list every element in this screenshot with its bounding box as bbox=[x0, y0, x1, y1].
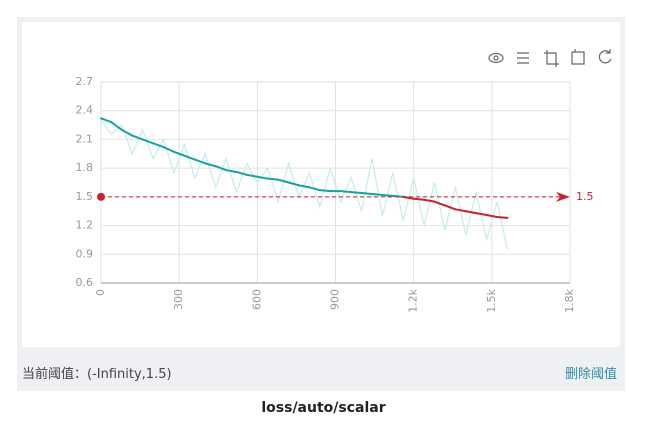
smoothed-segment bbox=[183, 154, 196, 161]
smoothed-segment bbox=[485, 214, 499, 218]
smoothed-segment bbox=[360, 192, 373, 195]
x-tick-label: 900 bbox=[329, 289, 342, 310]
smoothed-segment bbox=[235, 170, 248, 176]
stack-icon[interactable] bbox=[517, 52, 529, 64]
y-tick-label: 1.8 bbox=[76, 161, 94, 174]
chart-title: loss/auto/scalar bbox=[261, 400, 386, 416]
smoothed-segment bbox=[370, 192, 384, 196]
crop-icon[interactable] bbox=[544, 50, 559, 67]
smoothed-segment bbox=[266, 177, 280, 181]
smoothed-segment bbox=[298, 184, 311, 189]
smoothed-segment bbox=[433, 200, 446, 207]
current-threshold: 当前阈值：(-Infinity,1.5) bbox=[22, 367, 172, 382]
x-tick-label: 1.5k bbox=[485, 288, 498, 312]
y-tick-label: 2.4 bbox=[76, 104, 94, 117]
smoothed-segment bbox=[464, 210, 478, 215]
smoothed-segment bbox=[443, 204, 457, 211]
smoothed-segment bbox=[318, 189, 332, 193]
smoothed-segment bbox=[339, 190, 353, 194]
x-tick-label: 300 bbox=[172, 289, 185, 310]
smoothed-segment bbox=[454, 208, 467, 213]
x-tick-label: 1.2k bbox=[407, 288, 420, 312]
smoothed-segment bbox=[214, 165, 228, 172]
y-tick-label: 1.2 bbox=[76, 219, 94, 232]
raw-line bbox=[100, 119, 509, 250]
threshold-arrow bbox=[556, 191, 570, 202]
y-tick-label: 2.1 bbox=[76, 132, 94, 145]
x-tick-label: 1.8k bbox=[563, 288, 576, 312]
smoothed-segment bbox=[256, 175, 269, 180]
view-icon[interactable] bbox=[488, 52, 504, 64]
threshold-label: 1.5 bbox=[576, 190, 594, 203]
smoothed-segment bbox=[141, 138, 155, 145]
x-tick-label: 0 bbox=[94, 289, 107, 296]
smoothed-segment bbox=[225, 169, 238, 173]
threshold-bar: 当前阈值：(-Infinity,1.5) 删除阈值 bbox=[17, 352, 625, 391]
smoothed-segment bbox=[162, 146, 175, 153]
threshold-start bbox=[97, 192, 105, 201]
y-tick-label: 1.5 bbox=[76, 190, 94, 203]
x-tick-label: 600 bbox=[250, 289, 263, 310]
smoothed-segment bbox=[350, 191, 363, 195]
restore-icon[interactable] bbox=[571, 49, 585, 65]
smoothed-segment bbox=[277, 178, 290, 184]
smoothed-segment bbox=[412, 197, 426, 201]
smoothed-segment bbox=[204, 162, 217, 168]
toolbar[interactable] bbox=[488, 49, 612, 67]
smoothed-segment bbox=[308, 186, 321, 192]
delete-threshold[interactable]: 删除阈值 bbox=[564, 367, 617, 382]
smoothed-segment bbox=[120, 128, 134, 137]
smoothed-segment bbox=[172, 150, 186, 157]
smoothed-segment bbox=[245, 173, 259, 178]
smoothed-segment bbox=[193, 158, 207, 165]
smoothed-segment bbox=[423, 198, 436, 203]
smoothed-segment bbox=[131, 134, 144, 141]
smoothed-segment bbox=[287, 181, 301, 187]
smoothed-segment bbox=[110, 121, 123, 131]
view-icon-dot bbox=[493, 55, 499, 61]
y-tick-label: 2.7 bbox=[76, 75, 94, 88]
smoothed-segment bbox=[152, 142, 165, 149]
y-tick-label: 0.6 bbox=[76, 276, 94, 289]
refresh-icon[interactable] bbox=[598, 49, 612, 64]
plot-area: 0.6 0.9 1.2 1.5 1.8 2.1 2.4 2.7 0 300 600 900 1.2k 1.… bbox=[22, 22, 620, 347]
smoothed-segment bbox=[496, 215, 509, 219]
chart-card: 0.6 0.9 1.2 1.5 1.8 2.1 2.4 2.7 0 300 600 900 1.2k 1.… bbox=[17, 17, 625, 391]
chart: 0.6 0.9 1.2 1.5 1.8 2.1 2.4 2.7 0 300 600 900 1.2k 1.… bbox=[76, 49, 612, 313]
y-tick-label: 0.9 bbox=[76, 247, 94, 260]
smoothed-segment bbox=[100, 117, 113, 124]
smoothed-segment bbox=[475, 212, 488, 217]
smoothed-segment bbox=[381, 193, 394, 197]
